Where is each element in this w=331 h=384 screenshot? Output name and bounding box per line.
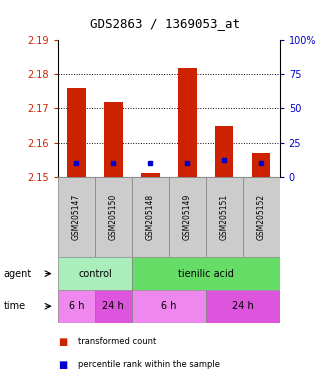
Bar xyxy=(215,126,233,177)
Bar xyxy=(104,102,122,177)
Text: GSM205149: GSM205149 xyxy=(183,194,192,240)
Text: control: control xyxy=(78,268,112,279)
Bar xyxy=(243,177,280,257)
Text: 6 h: 6 h xyxy=(69,301,84,311)
Text: GSM205148: GSM205148 xyxy=(146,194,155,240)
Text: agent: agent xyxy=(3,268,31,279)
Bar xyxy=(169,177,206,257)
Text: 6 h: 6 h xyxy=(161,301,176,311)
Text: GSM205150: GSM205150 xyxy=(109,194,118,240)
Text: percentile rank within the sample: percentile rank within the sample xyxy=(78,360,220,369)
Bar xyxy=(58,257,132,290)
Text: transformed count: transformed count xyxy=(78,337,156,346)
Text: time: time xyxy=(3,301,25,311)
Text: GSM205151: GSM205151 xyxy=(220,194,229,240)
Text: 24 h: 24 h xyxy=(232,301,254,311)
Bar xyxy=(141,173,160,177)
Bar xyxy=(95,177,132,257)
Text: ■: ■ xyxy=(58,360,67,370)
Bar xyxy=(206,290,280,323)
Bar xyxy=(132,257,280,290)
Text: ■: ■ xyxy=(58,337,67,347)
Bar xyxy=(132,177,169,257)
Bar xyxy=(67,88,86,177)
Bar xyxy=(58,177,95,257)
Text: GSM205147: GSM205147 xyxy=(72,194,81,240)
Bar xyxy=(95,290,132,323)
Text: GSM205152: GSM205152 xyxy=(257,194,266,240)
Text: tienilic acid: tienilic acid xyxy=(178,268,234,279)
Bar xyxy=(132,290,206,323)
Text: GDS2863 / 1369053_at: GDS2863 / 1369053_at xyxy=(90,17,241,30)
Bar xyxy=(206,177,243,257)
Bar xyxy=(252,153,270,177)
Bar xyxy=(58,290,95,323)
Text: 24 h: 24 h xyxy=(103,301,124,311)
Bar xyxy=(178,68,197,177)
